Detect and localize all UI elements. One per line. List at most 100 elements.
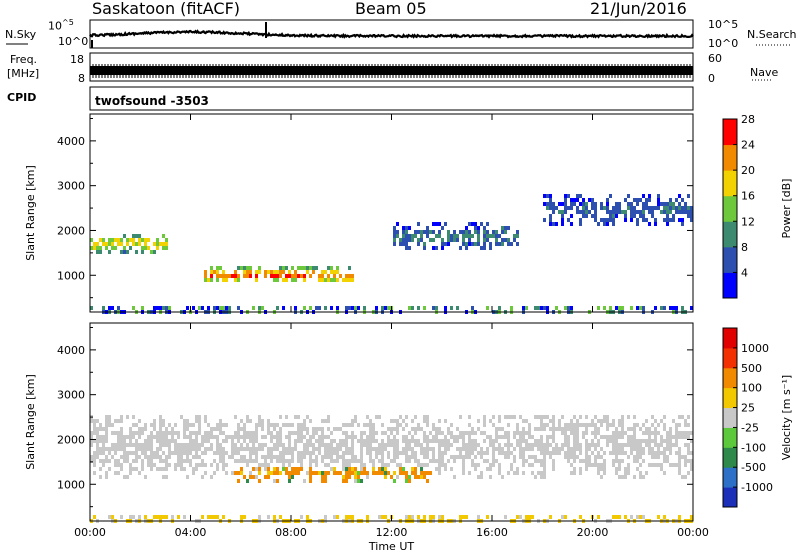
data-cell	[438, 222, 441, 226]
data-cell	[198, 306, 201, 310]
data-cell	[330, 459, 333, 463]
data-cell	[336, 427, 339, 431]
data-cell	[126, 475, 129, 479]
data-cell	[663, 459, 666, 463]
data-cell	[222, 278, 225, 282]
data-cell	[282, 447, 285, 451]
data-cell	[540, 306, 543, 310]
data-cell	[180, 447, 183, 451]
data-cell	[318, 278, 321, 282]
data-cell	[258, 471, 261, 475]
data-cell	[153, 242, 156, 246]
data-cell	[564, 455, 567, 459]
data-cell	[285, 459, 288, 463]
data-cell	[204, 431, 207, 435]
data-cell	[279, 459, 282, 463]
data-cell	[675, 427, 678, 431]
data-cell	[315, 471, 318, 475]
data-cell	[540, 475, 543, 479]
data-cell	[393, 443, 396, 447]
data-cell	[126, 455, 129, 459]
data-cell	[252, 439, 255, 443]
data-cell	[396, 423, 399, 427]
data-cell	[201, 443, 204, 447]
data-cell	[120, 435, 123, 439]
data-cell	[246, 266, 249, 270]
data-cell	[408, 431, 411, 435]
data-cell	[291, 451, 294, 455]
data-cell	[528, 435, 531, 439]
data-cell	[285, 278, 288, 282]
data-cell	[357, 475, 360, 479]
data-cell	[483, 459, 486, 463]
data-cell	[567, 447, 570, 451]
data-cell	[198, 419, 201, 423]
data-cell	[426, 471, 429, 475]
data-cell	[393, 471, 396, 475]
data-cell	[144, 451, 147, 455]
data-cell	[135, 443, 138, 447]
data-cell	[102, 306, 105, 310]
data-cell	[471, 234, 474, 238]
data-cell	[447, 431, 450, 435]
data-cell	[486, 447, 489, 451]
data-cell	[498, 242, 501, 246]
data-cell	[519, 443, 522, 447]
data-cell	[351, 278, 354, 282]
data-cell	[687, 471, 690, 475]
data-cell	[336, 306, 339, 310]
data-cell	[540, 423, 543, 427]
data-cell	[420, 463, 423, 467]
data-cell	[321, 443, 324, 447]
data-cell	[252, 459, 255, 463]
data-cell	[411, 306, 414, 310]
data-cell	[687, 415, 690, 419]
data-cell	[684, 206, 687, 210]
data-cell	[423, 419, 426, 423]
data-cell	[618, 423, 621, 427]
data-cell	[489, 234, 492, 238]
data-cell	[225, 471, 228, 475]
data-cell	[132, 306, 135, 310]
data-cell	[246, 447, 249, 451]
data-cell	[201, 439, 204, 443]
data-cell	[165, 238, 168, 242]
data-cell	[669, 198, 672, 202]
data-cell	[117, 435, 120, 439]
data-cell	[408, 238, 411, 242]
data-cell	[684, 443, 687, 447]
beam-title: Beam 05	[355, 0, 427, 18]
data-cell	[345, 467, 348, 471]
data-cell	[201, 475, 204, 479]
data-cell	[423, 463, 426, 467]
data-cell	[603, 222, 606, 226]
data-cell	[636, 455, 639, 459]
data-cell	[273, 471, 276, 475]
data-cell	[336, 471, 339, 475]
data-cell	[255, 278, 258, 282]
data-cell	[282, 451, 285, 455]
data-cell	[657, 451, 660, 455]
data-cell	[345, 443, 348, 447]
data-cell	[417, 463, 420, 467]
data-cell	[669, 202, 672, 206]
data-cell	[288, 443, 291, 447]
data-cell	[633, 435, 636, 439]
data-cell	[312, 471, 315, 475]
data-cell	[585, 451, 588, 455]
data-cell	[486, 451, 489, 455]
data-cell	[609, 218, 612, 222]
data-cell	[393, 439, 396, 443]
data-cell	[294, 447, 297, 451]
data-cell	[114, 451, 117, 455]
data-cell	[621, 427, 624, 431]
data-cell	[195, 467, 198, 471]
data-cell	[414, 439, 417, 443]
data-cell	[93, 515, 96, 519]
data-cell	[351, 306, 354, 310]
data-cell	[315, 463, 318, 467]
data-cell	[522, 306, 525, 310]
data-cell	[477, 475, 480, 479]
data-cell	[216, 306, 219, 310]
data-cell	[330, 431, 333, 435]
